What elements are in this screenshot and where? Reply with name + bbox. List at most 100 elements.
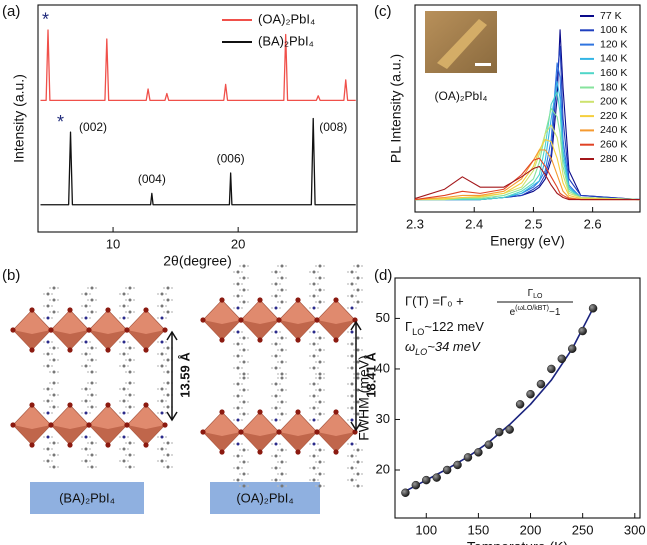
inset-scale-bar — [475, 63, 491, 66]
hydrogen — [323, 265, 325, 267]
hydrogen — [277, 461, 279, 463]
chain-atom — [46, 316, 50, 320]
hydrogen — [57, 311, 59, 313]
chain-atom — [122, 304, 126, 308]
hydrogen — [285, 485, 287, 487]
hydrogen — [43, 448, 45, 450]
chain-atom — [90, 358, 94, 362]
hydrogen — [285, 377, 287, 379]
hydrogen — [309, 407, 311, 409]
chain-atom — [52, 441, 56, 445]
hydrogen — [239, 473, 241, 475]
chain-atom — [128, 286, 132, 290]
chain-atom — [356, 276, 360, 280]
chain-atom — [242, 460, 246, 464]
hydrogen — [317, 343, 319, 345]
hydrogen — [247, 265, 249, 267]
hydrogen — [43, 353, 45, 355]
x-tick-label: 100 — [415, 522, 437, 537]
hydrogen — [347, 367, 349, 369]
hydrogen — [89, 293, 91, 295]
chain-atom — [242, 448, 246, 452]
hydrogen — [157, 317, 159, 319]
hydrogen — [165, 400, 167, 402]
hydrogen — [323, 401, 325, 403]
hydrogen — [317, 383, 319, 385]
hydrogen — [285, 337, 287, 339]
hydrogen — [87, 347, 89, 349]
hydrogen — [315, 337, 317, 339]
hydrogen — [119, 317, 121, 319]
hydrogen — [239, 485, 241, 487]
hydrogen — [49, 394, 51, 396]
chain-atom — [356, 472, 360, 476]
chain-atom — [160, 435, 164, 439]
hydrogen — [361, 473, 363, 475]
x-tick-label: 150 — [468, 522, 490, 537]
chain-atom — [84, 435, 88, 439]
iodine-atom — [143, 402, 149, 408]
chain-atom — [90, 310, 94, 314]
chain-atom — [356, 400, 360, 404]
hydrogen — [87, 311, 89, 313]
chain-atom — [236, 478, 240, 482]
hydrogen — [43, 436, 45, 438]
chain-atom — [356, 264, 360, 268]
equation-text: e(ωLO/kBT)−1 — [510, 305, 561, 317]
hydrogen — [353, 485, 355, 487]
hydrogen — [157, 341, 159, 343]
hydrogen — [233, 419, 235, 421]
hydrogen — [87, 394, 89, 396]
chain-atom — [242, 400, 246, 404]
chain-atom — [236, 382, 240, 386]
hydrogen — [81, 293, 83, 295]
chain-atom — [242, 388, 246, 392]
hydrogen — [51, 317, 53, 319]
chain-atom — [274, 294, 278, 298]
series-line — [40, 29, 356, 101]
hydrogen — [51, 305, 53, 307]
hydrogen — [247, 389, 249, 391]
hydrogen — [353, 373, 355, 375]
chain-atom — [46, 411, 50, 415]
hydrogen — [277, 277, 279, 279]
arrow-head — [166, 330, 178, 341]
hydrogen — [315, 289, 317, 291]
chain-atom — [280, 300, 284, 304]
hydrogen — [171, 454, 173, 456]
hydrogen — [239, 389, 241, 391]
chain-atom — [350, 270, 354, 274]
hydrogen — [165, 448, 167, 450]
hydrogen — [133, 299, 135, 301]
chain-atom — [318, 288, 322, 292]
series-line — [414, 139, 641, 201]
chain-atom — [350, 342, 354, 346]
hydrogen — [279, 343, 281, 345]
chain-atom — [318, 388, 322, 392]
chain-atom — [236, 442, 240, 446]
hydrogen — [133, 442, 135, 444]
chain-atom — [274, 330, 278, 334]
x-axis-label: Temperature (K) — [467, 539, 568, 545]
iodine-atom — [295, 409, 301, 415]
chain-atom — [90, 453, 94, 457]
chain-atom — [166, 441, 170, 445]
equation-part: ~34 meV — [427, 339, 481, 354]
hydrogen — [43, 400, 45, 402]
hydrogen — [279, 395, 281, 397]
hydrogen — [233, 383, 235, 385]
data-point — [484, 440, 494, 449]
hydrogen — [163, 442, 165, 444]
hydrogen — [157, 400, 159, 402]
hydrogen — [353, 337, 355, 339]
hydrogen — [157, 353, 159, 355]
iodine-atom — [219, 409, 225, 415]
iodine-atom — [29, 402, 35, 408]
hydrogen — [247, 401, 249, 403]
chain-atom — [312, 342, 316, 346]
hydrogen — [49, 359, 51, 361]
hydrogen — [317, 307, 319, 309]
hydrogen — [317, 331, 319, 333]
chain-atom — [90, 346, 94, 350]
hydrogen — [271, 271, 273, 273]
